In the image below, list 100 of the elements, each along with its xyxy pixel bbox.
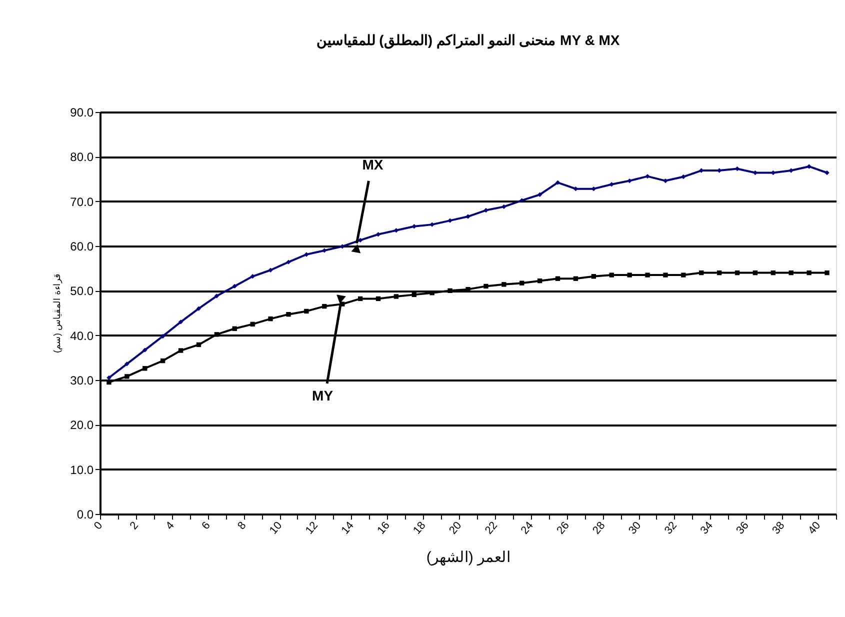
point <box>681 174 686 180</box>
point <box>681 272 686 278</box>
point <box>412 224 416 229</box>
point <box>178 320 184 324</box>
x-tick-label: 32 <box>662 520 680 537</box>
point <box>430 222 434 227</box>
x-tick-label: 18 <box>411 520 428 537</box>
point <box>752 270 758 276</box>
point <box>824 270 830 276</box>
point <box>304 252 309 257</box>
point <box>806 164 812 169</box>
x-tick-label: 6 <box>200 520 213 532</box>
point <box>716 270 722 276</box>
x-tick-label: 14 <box>339 520 356 537</box>
point <box>376 296 381 302</box>
y-tick-label: 70.0 <box>70 194 94 209</box>
point <box>609 272 614 278</box>
point <box>824 170 830 176</box>
point <box>232 326 237 331</box>
point <box>537 192 542 197</box>
point <box>573 276 578 281</box>
point <box>232 284 237 289</box>
x-tick-label: 16 <box>375 520 392 537</box>
point <box>250 322 255 327</box>
point <box>250 274 255 279</box>
point <box>484 208 488 213</box>
point <box>412 292 416 298</box>
point <box>627 272 632 278</box>
point <box>196 306 202 311</box>
y-tick-label: 60.0 <box>70 240 94 254</box>
annotation: MY <box>312 388 334 404</box>
point <box>268 316 273 322</box>
point <box>214 294 220 298</box>
point <box>124 362 130 366</box>
y-tick-label: 0.0 <box>76 508 94 522</box>
point <box>160 358 166 364</box>
point <box>142 366 148 371</box>
point <box>268 268 273 272</box>
y-tick-label: 80.0 <box>70 150 94 164</box>
point <box>502 282 506 287</box>
point <box>466 214 470 219</box>
point <box>645 272 650 278</box>
point <box>645 174 650 179</box>
point <box>160 334 166 339</box>
point <box>322 248 327 253</box>
point <box>788 270 794 276</box>
y-tick-label: 90.0 <box>70 106 94 120</box>
point <box>663 272 668 278</box>
point <box>214 332 220 337</box>
point <box>394 294 399 299</box>
x-tick-label: 22 <box>482 520 500 537</box>
chart-title: منحنى النمو المتراكم (المطلق) للمقياسين MY & MX <box>316 32 620 49</box>
y-axis-title: قراءة المقياس (سم) <box>52 274 64 353</box>
point <box>555 180 560 185</box>
x-tick-label: 34 <box>698 520 716 537</box>
x-tick-label: 0 <box>92 520 106 532</box>
point <box>609 182 614 187</box>
point <box>484 284 488 289</box>
point <box>106 375 112 380</box>
x-tick-label: 20 <box>447 520 464 537</box>
x-tick-label: 30 <box>626 520 644 537</box>
x-tick-label: 26 <box>554 520 572 537</box>
point <box>448 288 452 294</box>
point <box>591 274 596 279</box>
point <box>627 178 632 184</box>
point <box>286 260 291 264</box>
x-tick-label: 4 <box>164 520 177 532</box>
point <box>770 270 776 276</box>
point <box>502 204 506 210</box>
x-tick-label: 40 <box>806 520 824 537</box>
point <box>520 280 524 286</box>
y-tick-label: 10.0 <box>70 462 94 477</box>
point <box>106 380 112 385</box>
y-tick-label: 20.0 <box>70 418 94 432</box>
point <box>196 342 202 348</box>
point <box>537 278 542 284</box>
y-tick-label: 50.0 <box>70 284 94 298</box>
point <box>699 270 704 276</box>
point <box>663 178 668 184</box>
x-tick-label: 28 <box>590 520 608 537</box>
x-tick-label: 24 <box>518 520 536 537</box>
point <box>394 228 399 233</box>
annotation: MX <box>362 156 384 172</box>
point <box>734 270 740 276</box>
point <box>788 168 794 173</box>
x-tick-label: 8 <box>236 520 249 532</box>
point <box>322 304 327 309</box>
x-tick-label: 12 <box>303 520 321 537</box>
point <box>358 296 363 302</box>
x-tick-label: 38 <box>770 520 788 537</box>
x-tick-label: 36 <box>734 520 752 537</box>
x-axis-title: العمر (الشهر) <box>426 549 511 566</box>
point <box>555 276 560 281</box>
point <box>520 198 524 203</box>
point <box>806 270 812 276</box>
y-tick-label: 30.0 <box>70 374 94 388</box>
x-tick-label: 2 <box>128 520 141 532</box>
x-tick-label: 10 <box>268 520 285 537</box>
point <box>286 312 291 317</box>
point <box>178 348 184 353</box>
